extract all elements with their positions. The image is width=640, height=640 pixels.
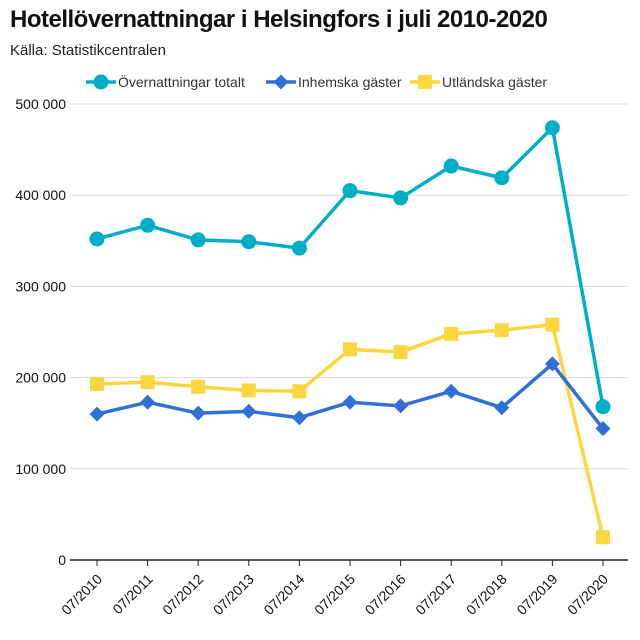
chart-title: Hotellövernattningar i Helsingfors i jul… [10, 6, 548, 33]
data-point [544, 120, 560, 136]
y-tick-label: 400 000 [15, 187, 66, 203]
legend-marker [93, 74, 109, 90]
data-point [544, 356, 560, 372]
data-point [545, 317, 560, 332]
data-point [443, 158, 459, 174]
x-tick-label: 07/2012 [159, 571, 206, 618]
legend-label: Övernattningar totalt [118, 73, 245, 90]
x-tick-label: 07/2015 [311, 571, 358, 618]
x-tick-label: 07/2020 [564, 571, 611, 618]
data-point [140, 217, 156, 233]
x-tick-label: 07/2010 [58, 571, 105, 618]
data-point [595, 399, 611, 415]
data-point [444, 326, 459, 341]
data-point [443, 383, 459, 399]
data-point [191, 379, 206, 394]
y-tick-label: 0 [58, 552, 66, 568]
y-tick-label: 100 000 [15, 461, 66, 477]
data-point [241, 403, 257, 419]
data-point [343, 342, 357, 357]
series-line [96, 322, 605, 538]
data-point [342, 394, 358, 410]
data-point [494, 400, 510, 416]
data-point [190, 232, 206, 248]
x-tick-label: 07/2014 [260, 571, 307, 618]
data-point [89, 231, 105, 247]
x-tick-label: 07/2018 [463, 571, 510, 618]
y-tick-label: 200 000 [15, 370, 66, 386]
data-point [89, 406, 105, 422]
legend-marker [418, 75, 432, 89]
data-point [393, 398, 409, 414]
data-point [494, 170, 510, 186]
data-point [292, 384, 307, 399]
data-point [494, 323, 509, 338]
x-tick-label: 07/2019 [513, 571, 560, 618]
data-point [140, 394, 156, 410]
y-tick-label: 300 000 [15, 278, 66, 294]
data-point [241, 234, 257, 250]
data-point [90, 376, 104, 391]
x-tick-label: 07/2013 [210, 571, 257, 618]
x-tick-label: 07/2016 [362, 571, 409, 618]
data-point [342, 183, 358, 199]
legend-label: Inhemska gäster [298, 74, 402, 90]
chart-subtitle: Källa: Statistikcentralen [10, 42, 166, 59]
legend-label: Utländska gäster [442, 74, 547, 90]
data-point [291, 410, 307, 426]
data-point [393, 190, 409, 206]
x-tick-label: 07/2017 [412, 571, 459, 618]
data-point [393, 345, 408, 360]
x-tick-label: 07/2011 [109, 571, 156, 618]
data-point [190, 405, 206, 421]
legend-marker [273, 74, 289, 90]
y-tick-label: 500 000 [15, 96, 66, 112]
data-point [596, 530, 610, 545]
data-point [595, 421, 611, 437]
data-point [241, 383, 256, 398]
data-point [291, 240, 307, 256]
data-point [140, 375, 155, 390]
series-line [96, 125, 605, 408]
